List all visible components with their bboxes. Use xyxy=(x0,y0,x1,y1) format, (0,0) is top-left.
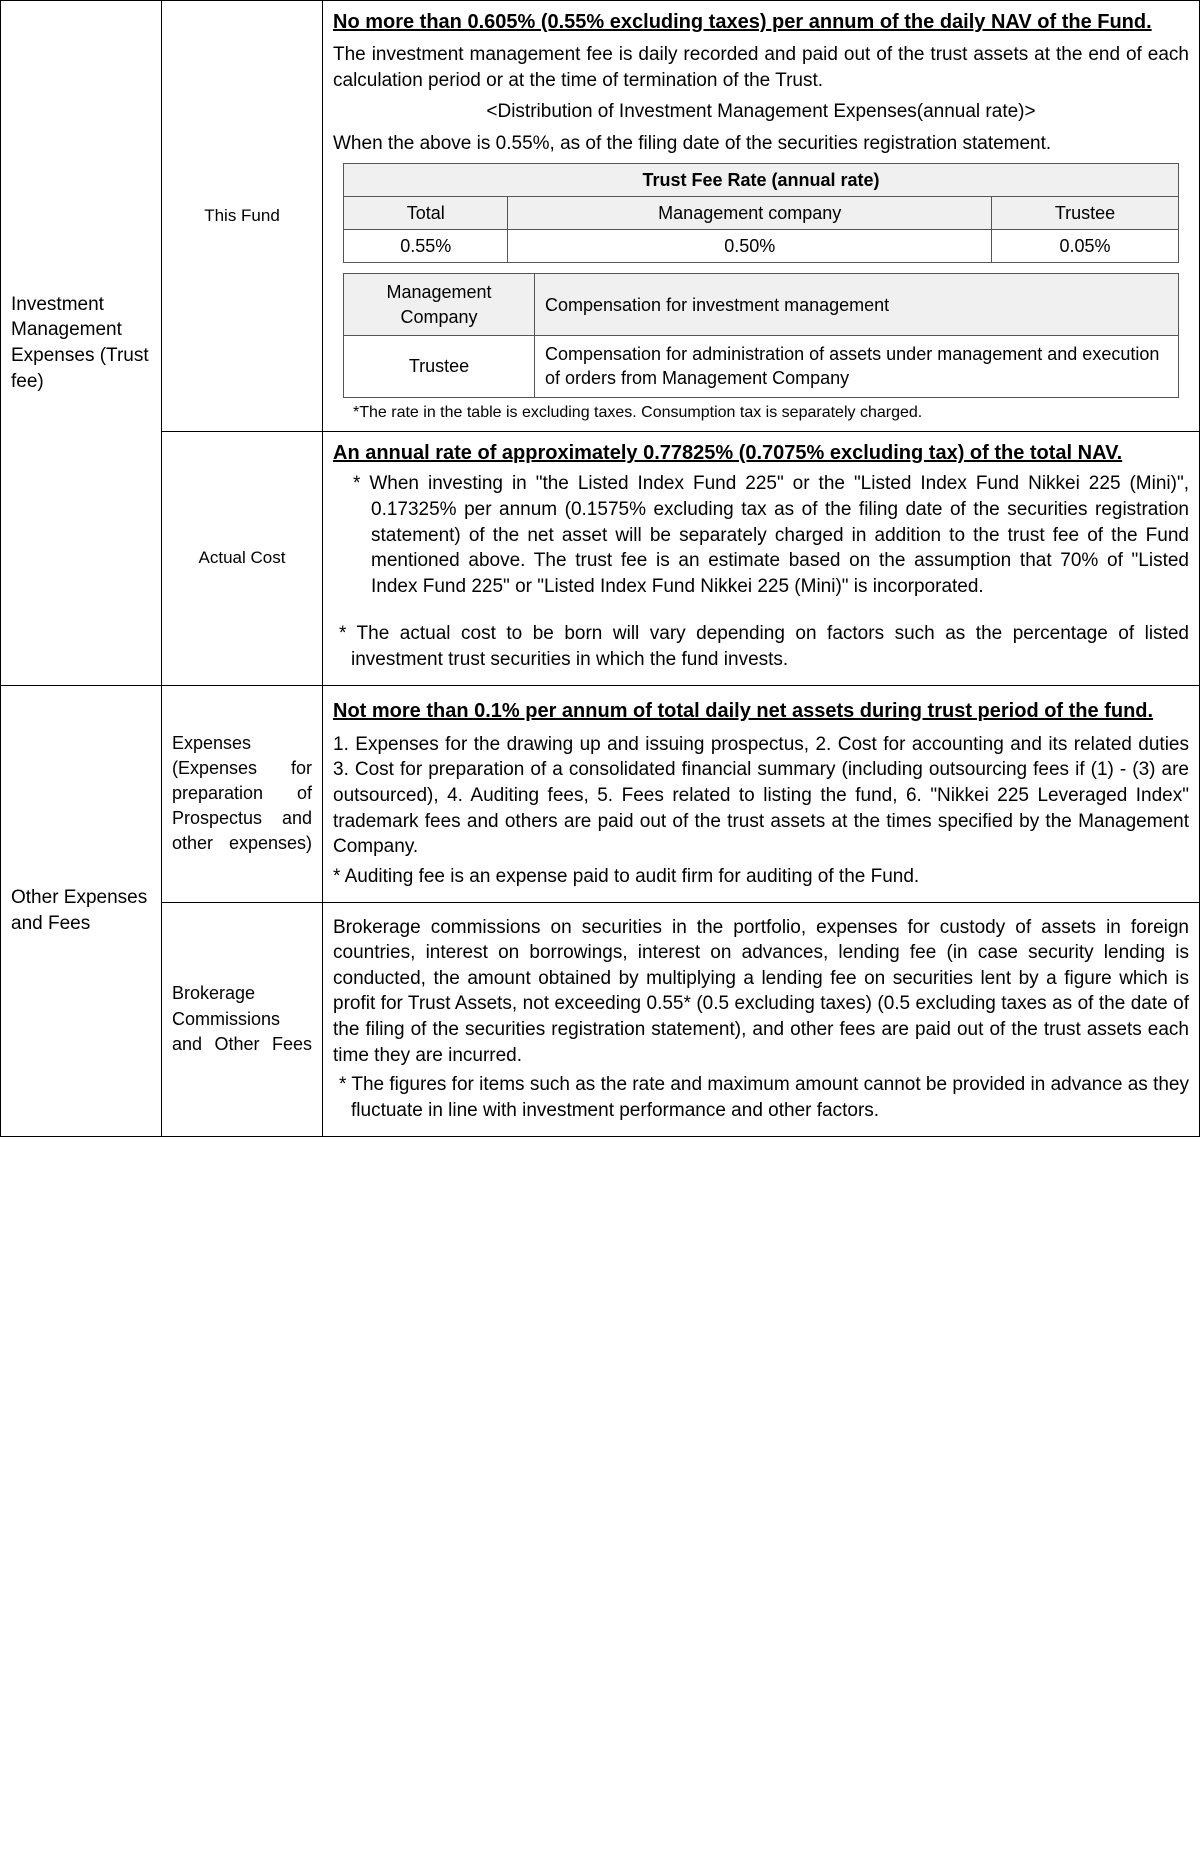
brokerage-detail: Brokerage commissions on securities in t… xyxy=(323,902,1200,1136)
expenses-headline: Not more than 0.1% per annum of total da… xyxy=(333,694,1189,728)
this-fund-detail: No more than 0.605% (0.55% excluding tax… xyxy=(323,1,1200,432)
actual-cost-label: Actual Cost xyxy=(162,432,323,685)
expenses-note: * Auditing fee is an expense paid to aud… xyxy=(333,864,1189,890)
actual-cost-bullet1: * When investing in "the Listed Index Fu… xyxy=(353,471,1189,599)
tf-val-1: 0.50% xyxy=(508,230,992,263)
trust-fee-table: Trust Fee Rate (annual rate) Total Manag… xyxy=(343,163,1179,264)
tf-val-0: 0.55% xyxy=(344,230,508,263)
tf-col-2: Trustee xyxy=(992,196,1179,229)
actual-cost-detail: An annual rate of approximately 0.77825%… xyxy=(323,432,1200,685)
tf-col-1: Management company xyxy=(508,196,992,229)
trust-fee-title: Trust Fee Rate (annual rate) xyxy=(344,163,1179,196)
row1-label: Investment Management Expenses (Trust fe… xyxy=(1,1,162,686)
tf-footnote: *The rate in the table is excluding taxe… xyxy=(353,402,1179,424)
this-fund-label: This Fund xyxy=(162,1,323,432)
tf-val-2: 0.05% xyxy=(992,230,1179,263)
role-1: Trustee xyxy=(344,336,535,398)
this-fund-headline: No more than 0.605% (0.55% excluding tax… xyxy=(333,9,1189,36)
role-1-desc: Compensation for administration of asset… xyxy=(535,336,1179,398)
brokerage-label: Brokerage Commissions and Other Fees xyxy=(162,902,323,1136)
role-0: Management Company xyxy=(344,274,535,336)
role-0-desc: Compensation for investment management xyxy=(535,274,1179,336)
this-fund-para2: When the above is 0.55%, as of the filin… xyxy=(333,131,1189,157)
brokerage-body: Brokerage commissions on securities in t… xyxy=(333,915,1189,1069)
expenses-body: 1. Expenses for the drawing up and issui… xyxy=(333,732,1189,860)
brokerage-note: * The figures for items such as the rate… xyxy=(339,1072,1189,1123)
dist-title: <Distribution of Investment Management E… xyxy=(333,99,1189,125)
main-table: Investment Management Expenses (Trust fe… xyxy=(0,0,1200,1137)
actual-cost-bullet2: * The actual cost to be born will vary d… xyxy=(339,621,1189,672)
this-fund-para1: The investment management fee is daily r… xyxy=(333,42,1189,93)
expenses-label: Expenses (Expenses for preparation of Pr… xyxy=(162,685,323,902)
row2-label: Other Expenses and Fees xyxy=(1,685,162,1136)
tf-col-0: Total xyxy=(344,196,508,229)
actual-cost-headline: An annual rate of approximately 0.77825%… xyxy=(333,440,1189,467)
role-table: Management Company Compensation for inve… xyxy=(343,273,1179,397)
expenses-detail: Not more than 0.1% per annum of total da… xyxy=(323,685,1200,902)
